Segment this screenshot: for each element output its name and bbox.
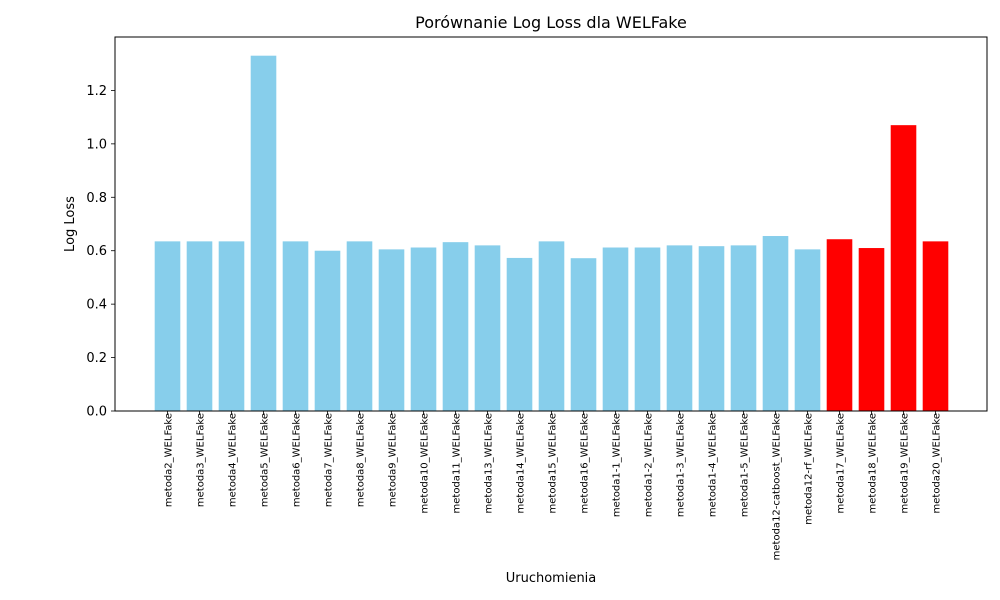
plot-frame [114,36,988,412]
bar-metoda15_WELFake [538,241,565,411]
bar-metoda11_WELFake [442,242,469,411]
bar-metoda12-catboost_WELFake [762,236,789,411]
bar-metoda20_WELFake [922,241,949,411]
x-tick-label: metoda17_WELFake [836,413,847,513]
x-tick-label: metoda14_WELFake [516,413,527,513]
bar-metoda17_WELFake [826,239,853,411]
bar-metoda12-rf_WELFake [794,249,821,411]
x-tick-label: metoda12-rf_WELFake [804,413,815,525]
x-axis-label: Uruchomienia [506,571,597,586]
x-tick-label: metoda2_WELFake [164,413,175,507]
y-tick-label: 0.4 [86,298,107,313]
bar-metoda1-4_WELFake [698,246,725,411]
x-tick-label: metoda7_WELFake [324,413,335,507]
x-tick-label: metoda8_WELFake [356,413,367,507]
y-tick-label: 0.6 [86,244,107,259]
x-tick-label: metoda9_WELFake [388,413,399,507]
bar-metoda14_WELFake [506,257,533,411]
y-tick-label: 1.0 [86,137,107,152]
bar-metoda1-2_WELFake [634,247,661,411]
x-tick-label: metoda5_WELFake [260,413,271,507]
bar-metoda18_WELFake [858,248,885,411]
x-tick-label: metoda1-3_WELFake [676,413,687,517]
x-tick-label: metoda1-4_WELFake [708,413,719,517]
y-tick-label: 1.2 [86,84,107,99]
x-tick-label: metoda15_WELFake [548,413,559,513]
x-tick-label: metoda16_WELFake [580,413,591,513]
y-tick-label: 0.8 [86,191,107,206]
y-axis: 0.0 0.2 0.4 0.6 0.8 1.0 1.2 [86,84,115,420]
x-tick-label: metoda18_WELFake [868,413,879,513]
x-tick-label: metoda12-catboost_WELFake [772,413,783,560]
x-tick-label: metoda1-2_WELFake [644,413,655,517]
bar-metoda4_WELFake [218,241,245,411]
bar-metoda6_WELFake [282,241,309,411]
x-tick-label: metoda6_WELFake [292,413,303,507]
chart-title: Porównanie Log Loss dla WELFake [415,13,687,32]
x-axis: metoda2_WELFake metoda3_WELFake metoda4_WE… [164,411,943,560]
bar-metoda13_WELFake [474,245,501,411]
bar-metoda5_WELFake [250,55,277,411]
bars-group [154,55,949,412]
x-tick-label: metoda13_WELFake [484,413,495,513]
bar-metoda1-5_WELFake [730,245,757,411]
bar-metoda10_WELFake [410,247,437,411]
bar-metoda8_WELFake [346,241,373,411]
x-tick-label: metoda19_WELFake [900,413,911,513]
bar-metoda1-3_WELFake [666,245,693,411]
y-tick-label: 0.2 [86,351,107,366]
x-tick-label: metoda1-5_WELFake [740,413,751,517]
x-tick-label: metoda1-1_WELFake [612,413,623,517]
y-axis-label: Log Loss [63,196,78,252]
bar-metoda9_WELFake [378,249,405,411]
bar-metoda7_WELFake [314,250,341,411]
bar-metoda1-1_WELFake [602,247,629,411]
x-tick-label: metoda10_WELFake [420,413,431,513]
x-tick-label: metoda4_WELFake [228,413,239,507]
bar-metoda2_WELFake [154,241,181,411]
bar-metoda19_WELFake [890,125,917,412]
bar-metoda16_WELFake [570,258,597,411]
x-tick-label: metoda11_WELFake [452,413,463,513]
bar-metoda3_WELFake [186,241,213,411]
y-tick-label: 0.0 [86,405,107,420]
x-tick-label: metoda20_WELFake [932,413,943,513]
x-tick-label: metoda3_WELFake [196,413,207,507]
